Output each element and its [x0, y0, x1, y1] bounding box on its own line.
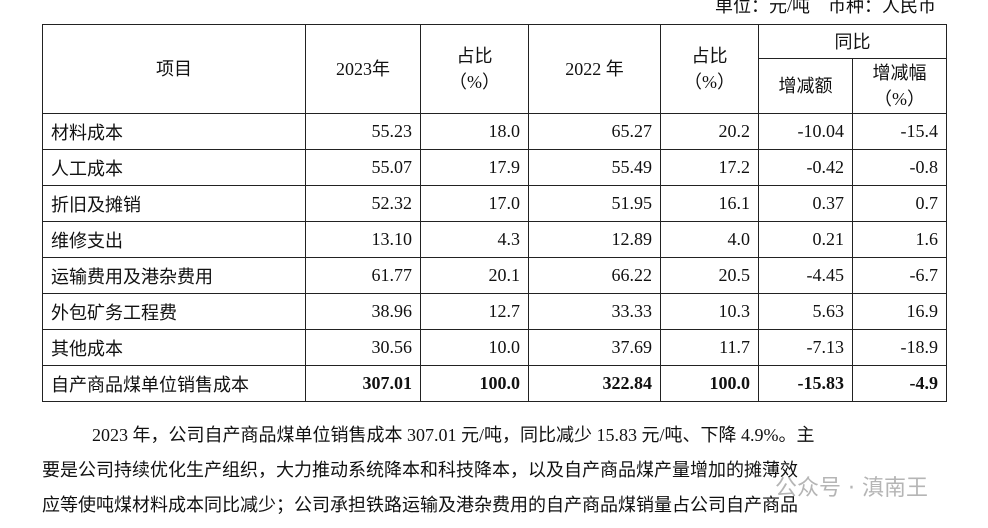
- row-label: 外包矿务工程费: [42, 293, 306, 330]
- table-cell: 55.49: [528, 149, 661, 186]
- table-cell: 5.63: [758, 293, 853, 330]
- row-label: 自产商品煤单位销售成本: [42, 365, 306, 402]
- table-cell: 16.1: [660, 185, 759, 222]
- table-cell: 0.21: [758, 221, 853, 258]
- table-row: 材料成本 55.23 18.0 65.27 20.2 -10.04 -15.4: [42, 113, 947, 150]
- table-cell: 30.56: [305, 329, 421, 366]
- table-cell: 10.3: [660, 293, 759, 330]
- table-row: 自产商品煤单位销售成本 307.01 100.0 322.84 100.0 -15.83-…: [42, 365, 947, 402]
- table-cell: 18.0: [420, 113, 529, 150]
- table-cell: 11.7: [660, 329, 759, 366]
- row-label: 材料成本: [42, 113, 306, 150]
- row-label: 人工成本: [42, 149, 306, 186]
- table-cell: 4.3: [420, 221, 529, 258]
- table-cell: 100.0: [420, 365, 529, 402]
- table-row: 折旧及摊销 52.32 17.0 51.95 16.1 0.37 0.7: [42, 185, 947, 222]
- header-cell: 2022 年: [528, 24, 661, 114]
- table-cell: 10.0: [420, 329, 529, 366]
- table-row: 外包矿务工程费 38.96 12.7 33.33 10.3 5.63 16.9: [42, 293, 947, 330]
- table-cell: 55.23: [305, 113, 421, 150]
- header-cell: 增减幅 （%）: [852, 58, 947, 114]
- table-cell: 55.07: [305, 149, 421, 186]
- table-row: 人工成本 55.07 17.9 55.49 17.2 -0.42 -0.8: [42, 149, 947, 186]
- table-cell: 61.77: [305, 257, 421, 294]
- table-cell: 13.10: [305, 221, 421, 258]
- table-cell: 65.27: [528, 113, 661, 150]
- table-cell: -6.7: [852, 257, 947, 294]
- cost-table: 项目 2023年 占比 （%） 2022 年 占比 （%） 同比 增减额 增减幅…: [42, 24, 947, 402]
- paragraph-line: 要是公司持续优化生产组织，大力推动系统降本和科技降本，以及自产商品煤产量增加的摊…: [42, 460, 798, 480]
- table-cell: 1.6: [852, 221, 947, 258]
- table-cell: 66.22: [528, 257, 661, 294]
- table-cell: -10.04: [758, 113, 853, 150]
- header-cell: 占比 （%）: [420, 24, 529, 114]
- table-cell: 52.32: [305, 185, 421, 222]
- header-cell: 同比: [758, 24, 947, 59]
- table-row: 运输费用及港杂费用 61.77 20.1 66.22 20.5 -4.45 -6.7: [42, 257, 947, 294]
- row-label: 折旧及摊销: [42, 185, 306, 222]
- table-cell: -0.8: [852, 149, 947, 186]
- table-cell: 307.01: [305, 365, 421, 402]
- unit-note: 单位：元/吨 币种：人民币: [715, 0, 936, 16]
- table-cell: -4.9: [852, 365, 947, 402]
- row-label: 其他成本: [42, 329, 306, 366]
- header-cell: 增减额: [758, 58, 853, 114]
- table-cell: 0.7: [852, 185, 947, 222]
- table-cell: 12.89: [528, 221, 661, 258]
- table-row: 其他成本 30.56 10.0 37.69 11.7 -7.13 -18.9: [42, 329, 947, 366]
- table-cell: 17.9: [420, 149, 529, 186]
- table-cell: 17.0: [420, 185, 529, 222]
- paragraph-line: 2023 年，公司自产商品煤单位销售成本 307.01 元/吨，同比减少 15.…: [92, 425, 815, 445]
- row-label: 运输费用及港杂费用: [42, 257, 306, 294]
- watermark: 公众号 · 滇南王: [775, 476, 928, 501]
- table-cell: 17.2: [660, 149, 759, 186]
- table-body: 材料成本 55.23 18.0 65.27 20.2 -10.04 -15.4 人工成本 55.…: [42, 113, 947, 402]
- table-cell: 20.2: [660, 113, 759, 150]
- table-cell: -15.83: [758, 365, 853, 402]
- table-cell: 100.0: [660, 365, 759, 402]
- table-cell: 12.7: [420, 293, 529, 330]
- table-cell: 33.33: [528, 293, 661, 330]
- table-cell: 322.84: [528, 365, 661, 402]
- table-cell: 0.37: [758, 185, 853, 222]
- table-cell: -18.9: [852, 329, 947, 366]
- table-cell: -4.45: [758, 257, 853, 294]
- table-cell: 38.96: [305, 293, 421, 330]
- table-cell: 20.5: [660, 257, 759, 294]
- table-row: 维修支出 13.10 4.3 12.89 4.0 0.21 1.6: [42, 221, 947, 258]
- paragraph-line: 应等使吨煤材料成本同比减少；公司承担铁路运输及港杂费用的自产商品煤销量占公司自产…: [42, 495, 798, 515]
- paragraph: 2023 年，公司自产商品煤单位销售成本 307.01 元/吨，同比减少 15.…: [42, 418, 942, 523]
- table-cell: 16.9: [852, 293, 947, 330]
- table-cell: 37.69: [528, 329, 661, 366]
- table-cell: -15.4: [852, 113, 947, 150]
- header-cell: 2023年: [305, 24, 421, 114]
- table-cell: 4.0: [660, 221, 759, 258]
- table-cell: 51.95: [528, 185, 661, 222]
- table-cell: -0.42: [758, 149, 853, 186]
- header-cell: 占比 （%）: [660, 24, 759, 114]
- table-cell: 20.1: [420, 257, 529, 294]
- table-cell: -7.13: [758, 329, 853, 366]
- row-label: 维修支出: [42, 221, 306, 258]
- header-cell: 项目: [42, 24, 306, 114]
